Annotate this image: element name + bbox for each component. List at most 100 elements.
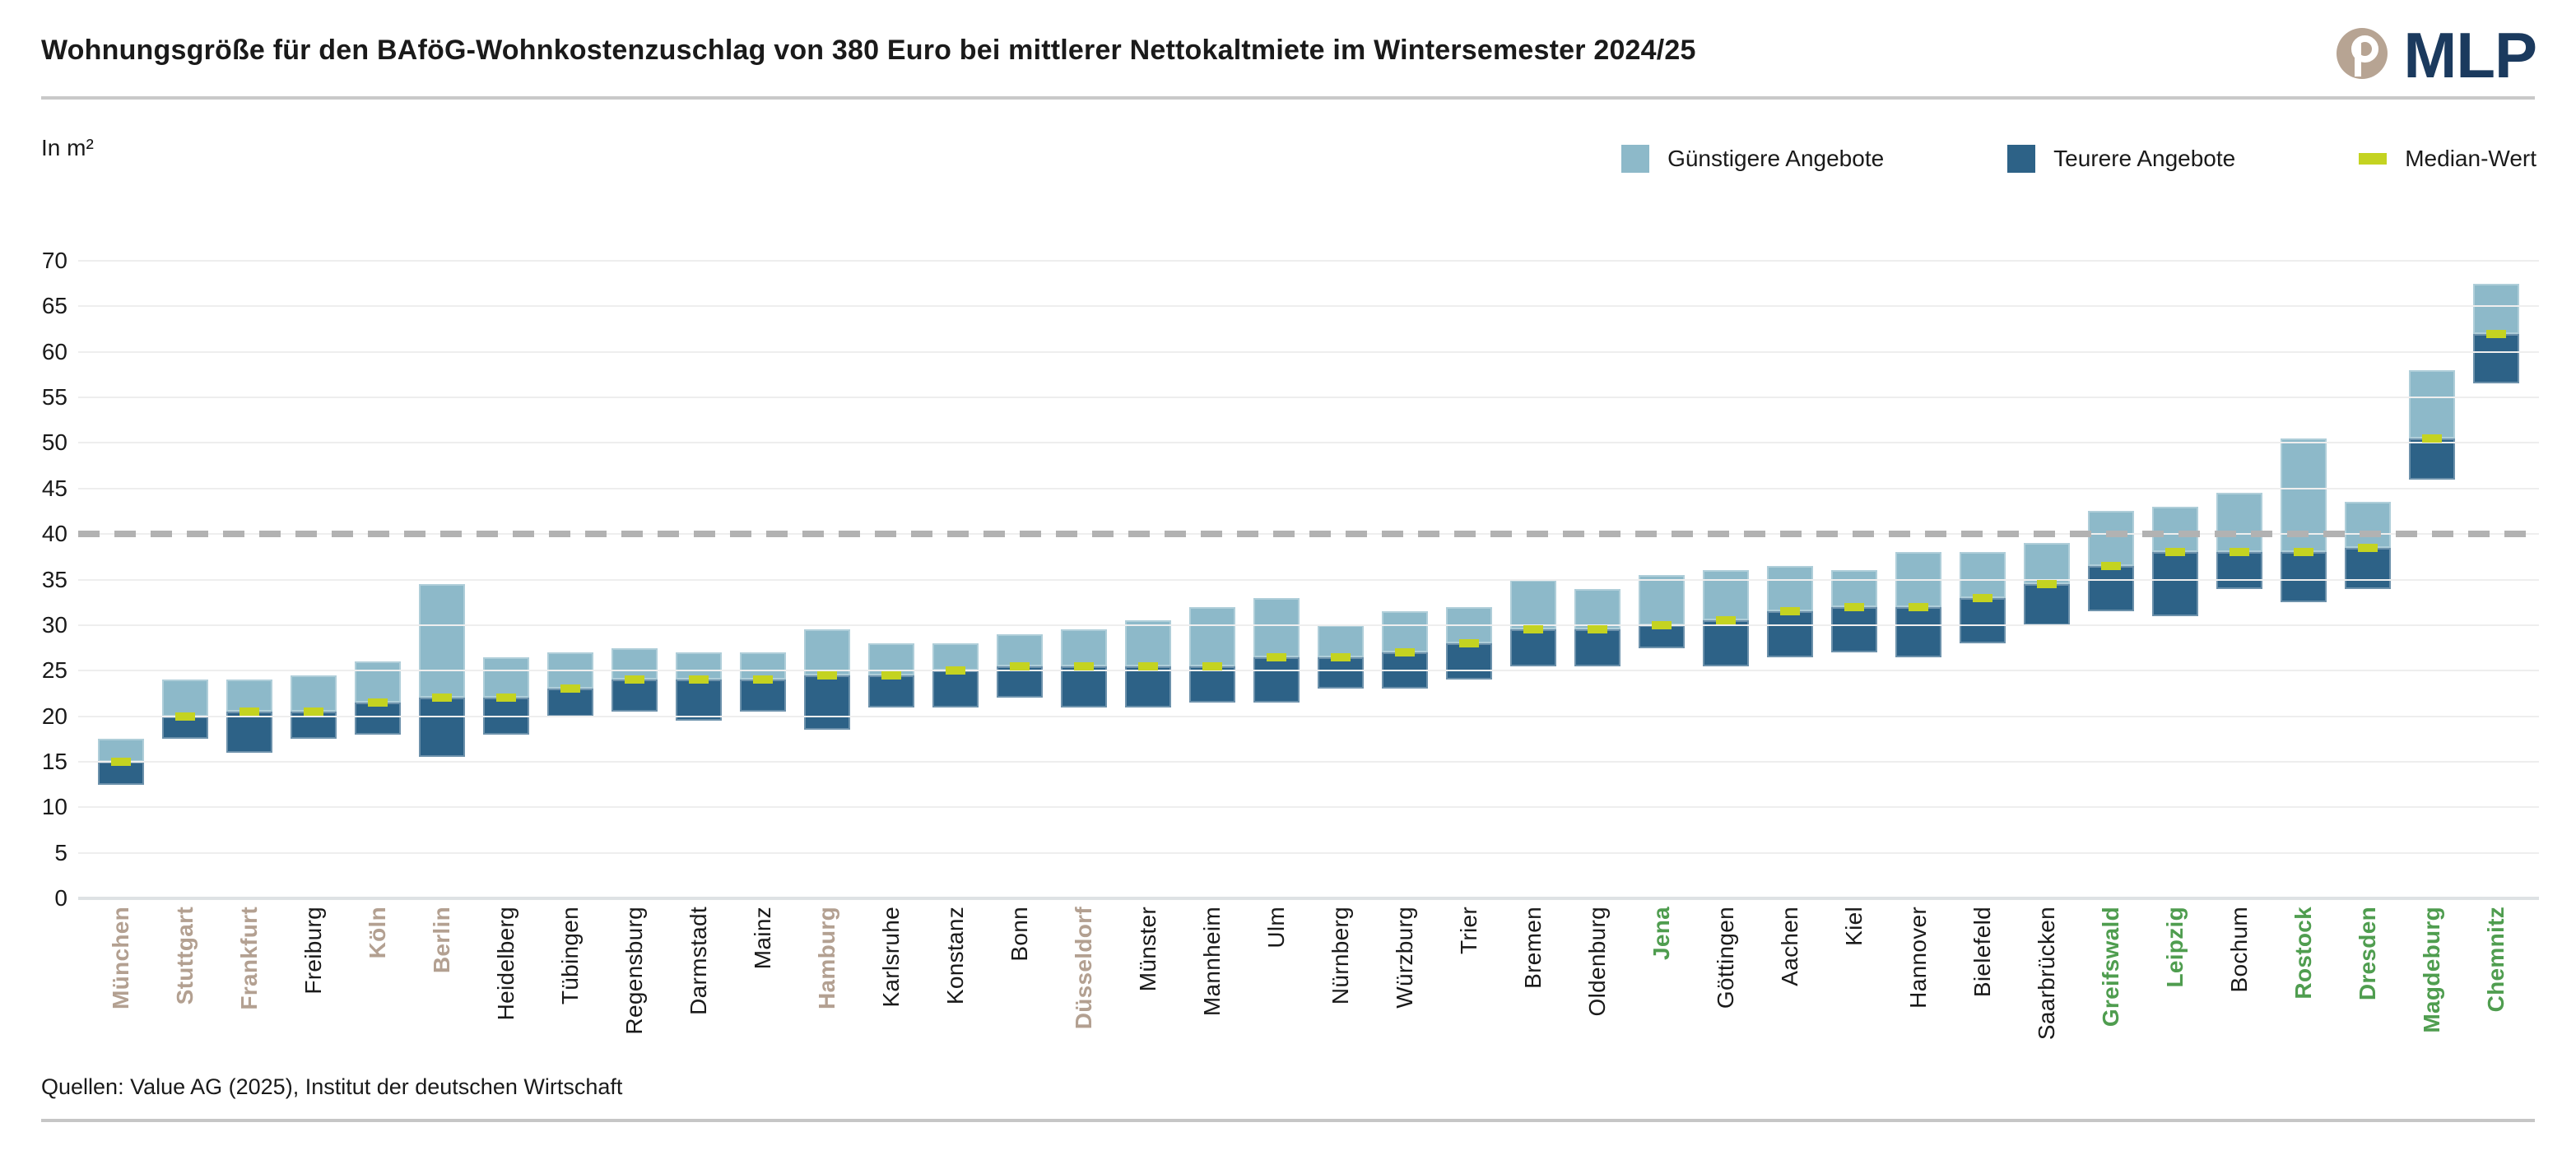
bar-segment-guenstiger-Düsseldorf xyxy=(1061,629,1107,666)
bar-Saarbrücken xyxy=(2017,261,2076,898)
x-label-slot-Saarbrücken: Saarbrücken xyxy=(2017,907,2076,1040)
y-axis-tick-10: 10 xyxy=(41,794,67,820)
bar-segment-teurer-Düsseldorf xyxy=(1061,666,1107,707)
x-label-slot-Freiburg: Freiburg xyxy=(284,907,343,1040)
bar-segment-guenstiger-Kiel xyxy=(1831,570,1877,607)
bar-Bochum xyxy=(2210,261,2269,898)
bar-segment-teurer-Tübingen xyxy=(547,689,593,717)
x-label-Greifswald: Greifswald xyxy=(2098,907,2123,1028)
gridline-25 xyxy=(78,670,2539,672)
median-marker-Bochum xyxy=(2230,548,2249,557)
bar-Leipzig xyxy=(2146,261,2205,898)
y-axis-tick-55: 55 xyxy=(41,384,67,411)
bar-segment-teurer-Kiel xyxy=(1831,606,1877,653)
bar-segment-teurer-Regensburg xyxy=(611,680,658,712)
y-axis-tick-35: 35 xyxy=(41,566,67,592)
bar-segment-teurer-Göttingen xyxy=(1703,620,1749,666)
bar-segment-guenstiger-Mainz xyxy=(740,652,786,680)
x-label-slot-Köln: Köln xyxy=(348,907,407,1040)
x-label-slot-Bielefeld: Bielefeld xyxy=(1953,907,2012,1040)
x-label-Regensburg: Regensburg xyxy=(621,907,647,1035)
page-title: Wohnungsgröße für den BAföG-Wohnkostenzu… xyxy=(41,35,1696,66)
bar-segment-guenstiger-Greifswald xyxy=(2088,511,2134,566)
median-marker-Bremen xyxy=(1523,625,1543,634)
y-axis-unit-label: In m² xyxy=(41,135,94,160)
bar-segment-guenstiger-Leipzig xyxy=(2152,506,2198,553)
median-marker-Darmstadt xyxy=(689,675,709,684)
median-marker-Würzburg xyxy=(1395,648,1415,657)
bar-Frankfurt xyxy=(220,261,279,898)
x-label-Würzburg: Würzburg xyxy=(1392,907,1417,1009)
bar-segment-guenstiger-Münster xyxy=(1125,620,1171,666)
bar-segment-teurer-Mannheim xyxy=(1189,666,1235,703)
bar-segment-teurer-Nürnberg xyxy=(1318,656,1364,689)
median-marker-Mainz xyxy=(753,675,773,684)
bar-Hamburg xyxy=(797,261,857,898)
gridline-15 xyxy=(78,760,2539,763)
gridline-45 xyxy=(78,487,2539,489)
legend-label-dark: Teurere Angebote xyxy=(2053,146,2236,171)
x-label-Saarbrücken: Saarbrücken xyxy=(2034,907,2059,1041)
bar-Ulm xyxy=(1247,261,1306,898)
median-marker-Frankfurt xyxy=(239,707,259,717)
x-label-Düsseldorf: Düsseldorf xyxy=(1071,907,1096,1030)
x-label-München: München xyxy=(108,907,133,1009)
bar-segment-teurer-Bochum xyxy=(2216,552,2262,589)
y-axis-tick-60: 60 xyxy=(41,338,67,364)
bar-segment-teurer-Münster xyxy=(1125,666,1171,707)
x-label-Dresden: Dresden xyxy=(2355,907,2380,1001)
legend-swatch-median xyxy=(2359,153,2388,165)
x-label-slot-München: München xyxy=(91,907,151,1040)
x-label-slot-Ulm: Ulm xyxy=(1247,907,1306,1040)
bar-Hannover xyxy=(1889,261,1948,898)
bar-Stuttgart xyxy=(156,261,215,898)
y-axis-tick-20: 20 xyxy=(41,703,67,729)
bar-segment-teurer-Leipzig xyxy=(2152,552,2198,616)
y-axis-tick-30: 30 xyxy=(41,611,67,638)
bar-Düsseldorf xyxy=(1054,261,1114,898)
bar-segment-guenstiger-Würzburg xyxy=(1382,611,1428,653)
median-marker-Konstanz xyxy=(946,666,965,675)
median-marker-Bielefeld xyxy=(1973,593,1992,602)
x-label-slot-Greifswald: Greifswald xyxy=(2081,907,2141,1040)
legend-item-light: Günstigere Angebote xyxy=(1621,145,1884,173)
bar-Karlsruhe xyxy=(862,261,921,898)
x-label-Darmstadt: Darmstadt xyxy=(686,907,711,1015)
legend-item-median: Median-Wert xyxy=(2359,146,2536,172)
median-marker-Düsseldorf xyxy=(1074,661,1094,670)
x-label-Göttingen: Göttingen xyxy=(1713,907,1738,1009)
bars-container xyxy=(78,261,2539,898)
x-label-slot-Berlin: Berlin xyxy=(412,907,472,1040)
chart-legend: Günstigere Angebote Teurere Angebote Media… xyxy=(1621,145,2536,173)
x-label-slot-Magdeburg: Magdeburg xyxy=(2402,907,2462,1040)
bar-segment-guenstiger-Konstanz xyxy=(932,643,979,671)
median-marker-Hannover xyxy=(1909,602,1928,611)
y-axis-tick-5: 5 xyxy=(54,839,67,865)
bar-segment-teurer-Greifswald xyxy=(2088,565,2134,612)
median-marker-Regensburg xyxy=(625,675,644,684)
x-label-Hamburg: Hamburg xyxy=(814,907,839,1009)
bar-segment-teurer-Berlin xyxy=(419,698,465,758)
bar-segment-guenstiger-Regensburg xyxy=(611,647,658,680)
x-label-Bochum: Bochum xyxy=(2226,907,2252,993)
x-label-slot-Mainz: Mainz xyxy=(733,907,793,1040)
bar-Nürnberg xyxy=(1311,261,1370,898)
x-label-slot-Rostock: Rostock xyxy=(2274,907,2333,1040)
bar-Jena xyxy=(1632,261,1691,898)
x-label-slot-Mannheim: Mannheim xyxy=(1183,907,1242,1040)
reference-line-40 xyxy=(78,531,2539,538)
x-label-Magdeburg: Magdeburg xyxy=(2419,907,2444,1033)
x-label-Nürnberg: Nürnberg xyxy=(1328,907,1353,1005)
x-label-slot-Bochum: Bochum xyxy=(2210,907,2269,1040)
bar-Mainz xyxy=(733,261,793,898)
title-divider xyxy=(41,96,2535,100)
x-label-slot-Stuttgart: Stuttgart xyxy=(156,907,215,1040)
bar-segment-teurer-Rostock xyxy=(2281,552,2327,603)
bar-Köln xyxy=(348,261,407,898)
bar-segment-guenstiger-Dresden xyxy=(2345,502,2391,548)
legend-label-light: Günstigere Angebote xyxy=(1667,146,1885,171)
x-label-slot-Bremen: Bremen xyxy=(1504,907,1563,1040)
x-label-slot-Konstanz: Konstanz xyxy=(926,907,985,1040)
x-label-Berlin: Berlin xyxy=(429,907,454,974)
median-marker-Aachen xyxy=(1780,607,1800,616)
